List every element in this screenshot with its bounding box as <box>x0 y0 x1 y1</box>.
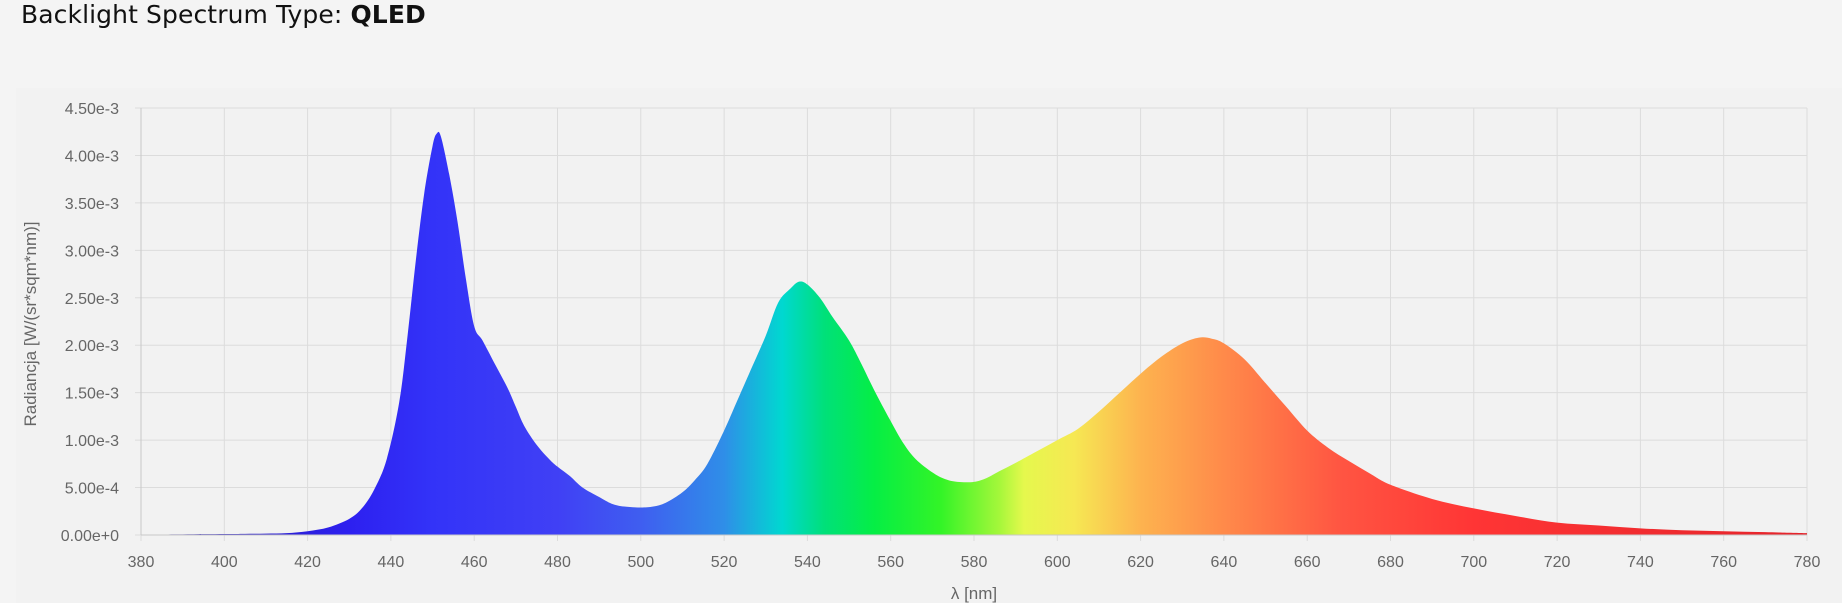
x-tick-label: 380 <box>128 554 155 571</box>
x-tick-labels: 380 400 420 440 460 480 500 520 540 560 580 600 620 6… <box>128 554 1821 571</box>
x-tick-label: 740 <box>1627 554 1654 571</box>
x-tick-label: 560 <box>877 554 904 571</box>
spectrum-area <box>141 131 1807 535</box>
y-tick-label: 4.50e-3 <box>65 101 119 118</box>
x-tick-label: 460 <box>461 554 488 571</box>
x-tick-label: 440 <box>378 554 405 571</box>
title-prefix: Backlight Spectrum Type: <box>21 0 351 29</box>
x-tick-label: 600 <box>1044 554 1071 571</box>
x-axis-label: λ [nm] <box>951 584 997 603</box>
y-tick-label: 3.50e-3 <box>65 196 119 213</box>
x-tick-label: 540 <box>794 554 821 571</box>
x-tick-label: 640 <box>1211 554 1238 571</box>
x-tick-label: 520 <box>711 554 738 571</box>
x-tick-label: 680 <box>1377 554 1404 571</box>
y-tick-label: 2.50e-3 <box>65 291 119 308</box>
x-tick-label: 400 <box>211 554 238 571</box>
x-tick-label: 780 <box>1794 554 1821 571</box>
y-tick-label: 2.00e-3 <box>65 338 119 355</box>
title-value: QLED <box>350 0 426 29</box>
x-tick-label: 720 <box>1544 554 1571 571</box>
page-title: Backlight Spectrum Type: QLED <box>21 0 426 29</box>
y-tick-label: 3.00e-3 <box>65 243 119 260</box>
x-tick-label: 580 <box>961 554 988 571</box>
y-tick-labels: 0.00e+0 5.00e-4 1.00e-3 1.50e-3 2.00e-3 2.50e… <box>61 101 119 545</box>
x-tick-label: 700 <box>1460 554 1487 571</box>
y-axis-label: Radiancja [W/(sr*sqm*nm)] <box>21 222 40 427</box>
y-tick-label: 1.00e-3 <box>65 433 119 450</box>
x-tick-label: 620 <box>1127 554 1154 571</box>
axes <box>140 108 1807 536</box>
y-tick-label: 0.00e+0 <box>61 528 119 545</box>
x-tick-label: 660 <box>1294 554 1321 571</box>
x-tick-label: 500 <box>627 554 654 571</box>
y-tick-label: 4.00e-3 <box>65 148 119 165</box>
x-tick-label: 420 <box>294 554 321 571</box>
x-tick-label: 480 <box>544 554 571 571</box>
x-tick-label: 760 <box>1710 554 1737 571</box>
y-tick-label: 1.50e-3 <box>65 386 119 403</box>
y-tick-label: 5.00e-4 <box>65 481 119 498</box>
